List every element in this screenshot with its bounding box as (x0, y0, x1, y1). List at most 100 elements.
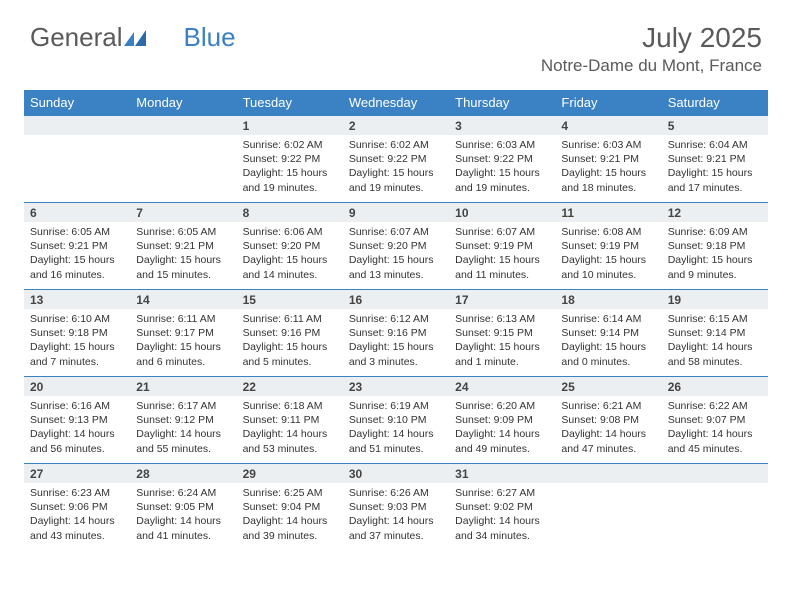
day-number (130, 116, 236, 135)
day-header: Saturday (662, 90, 768, 115)
day-cell: 16Sunrise: 6:12 AMSunset: 9:16 PMDayligh… (343, 290, 449, 376)
day-number: 28 (130, 464, 236, 483)
day-cell: 24Sunrise: 6:20 AMSunset: 9:09 PMDayligh… (449, 377, 555, 463)
day-cell: 1Sunrise: 6:02 AMSunset: 9:22 PMDaylight… (237, 116, 343, 202)
day-body: Sunrise: 6:27 AMSunset: 9:02 PMDaylight:… (449, 483, 555, 547)
day-number: 19 (662, 290, 768, 309)
day-body: Sunrise: 6:05 AMSunset: 9:21 PMDaylight:… (24, 222, 130, 286)
day-number: 14 (130, 290, 236, 309)
day-number: 20 (24, 377, 130, 396)
day-cell: 2Sunrise: 6:02 AMSunset: 9:22 PMDaylight… (343, 116, 449, 202)
weeks-container: 1Sunrise: 6:02 AMSunset: 9:22 PMDaylight… (24, 115, 768, 550)
day-header-row: Sunday Monday Tuesday Wednesday Thursday… (24, 90, 768, 115)
day-body: Sunrise: 6:25 AMSunset: 9:04 PMDaylight:… (237, 483, 343, 547)
day-number: 31 (449, 464, 555, 483)
day-number (662, 464, 768, 483)
day-body: Sunrise: 6:02 AMSunset: 9:22 PMDaylight:… (237, 135, 343, 199)
day-body: Sunrise: 6:11 AMSunset: 9:17 PMDaylight:… (130, 309, 236, 373)
day-number: 26 (662, 377, 768, 396)
day-cell (555, 464, 661, 550)
day-body: Sunrise: 6:17 AMSunset: 9:12 PMDaylight:… (130, 396, 236, 460)
day-cell: 23Sunrise: 6:19 AMSunset: 9:10 PMDayligh… (343, 377, 449, 463)
day-body: Sunrise: 6:21 AMSunset: 9:08 PMDaylight:… (555, 396, 661, 460)
day-cell: 5Sunrise: 6:04 AMSunset: 9:21 PMDaylight… (662, 116, 768, 202)
day-cell: 12Sunrise: 6:09 AMSunset: 9:18 PMDayligh… (662, 203, 768, 289)
day-body: Sunrise: 6:08 AMSunset: 9:19 PMDaylight:… (555, 222, 661, 286)
day-number: 15 (237, 290, 343, 309)
header: General Blue July 2025 Notre-Dame du Mon… (0, 0, 792, 84)
day-cell: 22Sunrise: 6:18 AMSunset: 9:11 PMDayligh… (237, 377, 343, 463)
logo-text-blue: Blue (184, 22, 236, 53)
day-body: Sunrise: 6:26 AMSunset: 9:03 PMDaylight:… (343, 483, 449, 547)
day-cell: 4Sunrise: 6:03 AMSunset: 9:21 PMDaylight… (555, 116, 661, 202)
day-body: Sunrise: 6:06 AMSunset: 9:20 PMDaylight:… (237, 222, 343, 286)
day-header: Tuesday (237, 90, 343, 115)
day-number: 13 (24, 290, 130, 309)
day-number: 2 (343, 116, 449, 135)
day-cell (662, 464, 768, 550)
title-block: July 2025 Notre-Dame du Mont, France (541, 22, 762, 76)
day-body: Sunrise: 6:13 AMSunset: 9:15 PMDaylight:… (449, 309, 555, 373)
day-number (555, 464, 661, 483)
day-cell: 10Sunrise: 6:07 AMSunset: 9:19 PMDayligh… (449, 203, 555, 289)
logo: General Blue (30, 22, 236, 53)
day-cell: 30Sunrise: 6:26 AMSunset: 9:03 PMDayligh… (343, 464, 449, 550)
week-row: 27Sunrise: 6:23 AMSunset: 9:06 PMDayligh… (24, 463, 768, 550)
day-body: Sunrise: 6:07 AMSunset: 9:20 PMDaylight:… (343, 222, 449, 286)
day-number: 27 (24, 464, 130, 483)
day-body: Sunrise: 6:05 AMSunset: 9:21 PMDaylight:… (130, 222, 236, 286)
day-cell: 27Sunrise: 6:23 AMSunset: 9:06 PMDayligh… (24, 464, 130, 550)
logo-icon (123, 22, 146, 53)
day-cell: 14Sunrise: 6:11 AMSunset: 9:17 PMDayligh… (130, 290, 236, 376)
day-number: 18 (555, 290, 661, 309)
day-number: 23 (343, 377, 449, 396)
day-body: Sunrise: 6:07 AMSunset: 9:19 PMDaylight:… (449, 222, 555, 286)
day-header: Wednesday (343, 90, 449, 115)
day-cell: 17Sunrise: 6:13 AMSunset: 9:15 PMDayligh… (449, 290, 555, 376)
day-number: 24 (449, 377, 555, 396)
day-number: 17 (449, 290, 555, 309)
day-number: 7 (130, 203, 236, 222)
day-number: 22 (237, 377, 343, 396)
day-cell: 18Sunrise: 6:14 AMSunset: 9:14 PMDayligh… (555, 290, 661, 376)
day-cell: 13Sunrise: 6:10 AMSunset: 9:18 PMDayligh… (24, 290, 130, 376)
day-cell: 29Sunrise: 6:25 AMSunset: 9:04 PMDayligh… (237, 464, 343, 550)
day-cell: 21Sunrise: 6:17 AMSunset: 9:12 PMDayligh… (130, 377, 236, 463)
day-body: Sunrise: 6:20 AMSunset: 9:09 PMDaylight:… (449, 396, 555, 460)
day-number: 3 (449, 116, 555, 135)
day-number: 1 (237, 116, 343, 135)
day-cell: 9Sunrise: 6:07 AMSunset: 9:20 PMDaylight… (343, 203, 449, 289)
week-row: 1Sunrise: 6:02 AMSunset: 9:22 PMDaylight… (24, 115, 768, 202)
day-cell: 26Sunrise: 6:22 AMSunset: 9:07 PMDayligh… (662, 377, 768, 463)
day-number: 4 (555, 116, 661, 135)
day-cell (24, 116, 130, 202)
day-cell (130, 116, 236, 202)
day-body: Sunrise: 6:12 AMSunset: 9:16 PMDaylight:… (343, 309, 449, 373)
day-cell: 19Sunrise: 6:15 AMSunset: 9:14 PMDayligh… (662, 290, 768, 376)
day-header: Thursday (449, 90, 555, 115)
day-body: Sunrise: 6:19 AMSunset: 9:10 PMDaylight:… (343, 396, 449, 460)
day-body: Sunrise: 6:03 AMSunset: 9:22 PMDaylight:… (449, 135, 555, 199)
day-body: Sunrise: 6:23 AMSunset: 9:06 PMDaylight:… (24, 483, 130, 547)
day-number: 9 (343, 203, 449, 222)
day-number: 12 (662, 203, 768, 222)
day-number (24, 116, 130, 135)
day-body: Sunrise: 6:16 AMSunset: 9:13 PMDaylight:… (24, 396, 130, 460)
day-body: Sunrise: 6:02 AMSunset: 9:22 PMDaylight:… (343, 135, 449, 199)
day-header: Friday (555, 90, 661, 115)
day-body: Sunrise: 6:24 AMSunset: 9:05 PMDaylight:… (130, 483, 236, 547)
day-body: Sunrise: 6:03 AMSunset: 9:21 PMDaylight:… (555, 135, 661, 199)
day-body: Sunrise: 6:22 AMSunset: 9:07 PMDaylight:… (662, 396, 768, 460)
logo-text-gray: General (30, 22, 123, 53)
location: Notre-Dame du Mont, France (541, 56, 762, 76)
day-body: Sunrise: 6:09 AMSunset: 9:18 PMDaylight:… (662, 222, 768, 286)
day-body: Sunrise: 6:14 AMSunset: 9:14 PMDaylight:… (555, 309, 661, 373)
day-cell: 25Sunrise: 6:21 AMSunset: 9:08 PMDayligh… (555, 377, 661, 463)
day-cell: 20Sunrise: 6:16 AMSunset: 9:13 PMDayligh… (24, 377, 130, 463)
day-header: Monday (130, 90, 236, 115)
day-body: Sunrise: 6:11 AMSunset: 9:16 PMDaylight:… (237, 309, 343, 373)
day-number: 10 (449, 203, 555, 222)
day-number: 8 (237, 203, 343, 222)
day-number: 11 (555, 203, 661, 222)
day-number: 29 (237, 464, 343, 483)
